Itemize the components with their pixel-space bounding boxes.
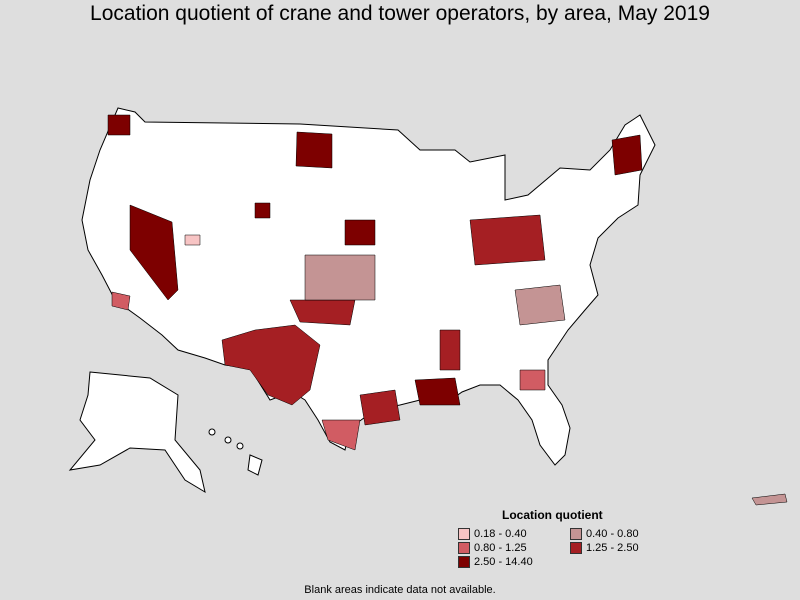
legend-item: 0.40 - 0.80 bbox=[570, 528, 670, 540]
alaska-outline bbox=[68, 371, 206, 494]
area-houston bbox=[359, 389, 401, 426]
legend-item: 0.18 - 0.40 bbox=[458, 528, 570, 540]
legend-swatch-1 bbox=[458, 528, 470, 540]
area-iowa-east bbox=[344, 219, 376, 246]
area-utah bbox=[184, 234, 201, 246]
area-florida-gulf bbox=[519, 369, 546, 391]
legend-swatch-2 bbox=[570, 528, 582, 540]
legend-title: Location quotient bbox=[502, 508, 603, 522]
legend-label: 0.18 - 0.40 bbox=[474, 528, 527, 540]
area-kansas bbox=[304, 254, 376, 301]
area-west-texas bbox=[221, 324, 321, 406]
legend-item: 0.80 - 1.25 bbox=[458, 542, 570, 554]
area-maine bbox=[611, 134, 643, 176]
legend-item: 1.25 - 2.50 bbox=[570, 542, 670, 554]
area-mississippi bbox=[439, 329, 461, 371]
area-socal bbox=[111, 291, 131, 311]
area-louisiana-coast bbox=[414, 377, 461, 406]
legend-label: 0.40 - 0.80 bbox=[586, 528, 639, 540]
footnote: Blank areas indicate data not available. bbox=[304, 584, 496, 596]
area-north-dakota bbox=[295, 131, 333, 169]
area-appalachia bbox=[514, 284, 566, 326]
legend-label: 2.50 - 14.40 bbox=[474, 556, 533, 568]
map-title: Location quotient of crane and tower ope… bbox=[90, 2, 710, 25]
area-nevada bbox=[129, 204, 179, 301]
legend-label: 1.25 - 2.50 bbox=[586, 542, 639, 554]
legend-item: 2.50 - 14.40 bbox=[458, 556, 570, 568]
area-oklahoma-north bbox=[289, 299, 356, 326]
puerto-rico bbox=[751, 493, 788, 506]
legend-swatch-5 bbox=[458, 556, 470, 568]
hawaii-islands bbox=[208, 428, 263, 476]
area-ohio-valley bbox=[469, 214, 546, 266]
area-south-texas bbox=[321, 419, 361, 451]
legend-swatch-3 bbox=[458, 542, 470, 554]
area-washington bbox=[107, 114, 131, 136]
legend-swatch-4 bbox=[570, 542, 582, 554]
area-wyoming bbox=[254, 202, 271, 219]
legend: Location quotient 0.18 - 0.40 0.40 - 0.8… bbox=[458, 508, 658, 568]
legend-label: 0.80 - 1.25 bbox=[474, 542, 527, 554]
area-patches bbox=[107, 114, 643, 451]
